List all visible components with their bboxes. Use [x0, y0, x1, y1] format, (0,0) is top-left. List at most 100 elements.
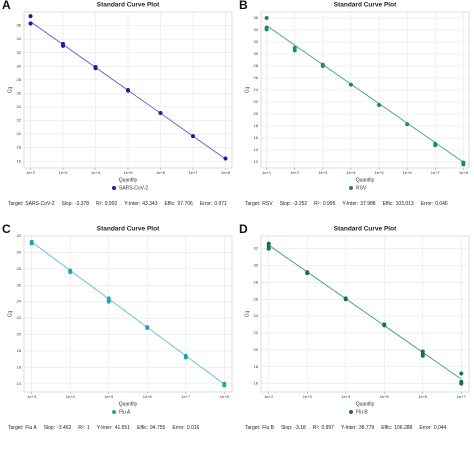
- data-point: [264, 27, 269, 32]
- stat-label: Y-Inter:: [97, 425, 113, 431]
- x-tick-label: 1e+5: [123, 170, 133, 175]
- fit-statistic: Error: 0.046: [421, 201, 448, 207]
- y-tick-label: 30: [17, 249, 22, 254]
- y-tick-label: 16: [17, 364, 22, 369]
- y-tick-label: 18: [254, 364, 259, 369]
- data-point: [158, 111, 163, 116]
- stat-value: 43.343: [142, 201, 158, 207]
- fit-statistic: R²: 1: [78, 425, 90, 431]
- stat-label: Effic:: [137, 425, 148, 431]
- stat-label: Y-Inter:: [342, 201, 358, 207]
- stat-value: -3.18: [294, 425, 306, 431]
- fit-statistic: Slop: -3.18: [281, 425, 306, 431]
- x-tick-label: 1e+3: [58, 170, 68, 175]
- data-point: [266, 246, 271, 251]
- x-tick-label: 1e+6: [403, 170, 413, 175]
- chart-title: Standard Curve Plot: [334, 2, 397, 9]
- chart-title: Standard Curve Plot: [97, 2, 160, 9]
- stat-label: Target:: [245, 425, 260, 431]
- y-tick-label: 18: [17, 145, 22, 150]
- y-tick-label: 24: [17, 104, 22, 109]
- stat-label: Target:: [8, 425, 23, 431]
- y-tick-label: 22: [17, 118, 22, 123]
- y-tick-label: 32: [17, 50, 22, 55]
- data-point: [191, 134, 195, 139]
- y-tick-label: 32: [254, 39, 259, 44]
- x-tick-label: 1e+4: [91, 170, 101, 175]
- data-point: [433, 143, 438, 148]
- y-axis-label: Cq: [244, 311, 250, 318]
- stat-label: R²:: [78, 425, 85, 431]
- fit-statistic: Effic: 94.755: [137, 425, 166, 431]
- y-tick-label: 14: [254, 147, 259, 152]
- data-point: [348, 82, 353, 87]
- y-tick-label: 20: [17, 131, 22, 136]
- y-tick-label: 26: [17, 282, 22, 287]
- stat-label: Target:: [8, 201, 23, 207]
- data-point: [382, 323, 387, 328]
- stat-value: 0.992: [105, 201, 118, 207]
- stat-value: 0.016: [187, 425, 200, 431]
- y-tick-label: 16: [17, 158, 22, 163]
- stat-label: Effic:: [165, 201, 176, 207]
- x-tick-label: 1e+3: [318, 170, 328, 175]
- fit-statistic: Target: RSV: [245, 201, 273, 207]
- stat-value: 0.997: [321, 425, 334, 431]
- data-point: [377, 103, 382, 107]
- x-tick-label: 1e+2: [264, 394, 274, 399]
- stat-value: 1: [87, 425, 90, 431]
- y-tick-label: 34: [254, 27, 259, 32]
- y-tick-label: 22: [17, 315, 22, 320]
- fit-statistic: Target: SARS-CoV-2: [8, 201, 55, 207]
- x-axis-label: Quantity: [356, 177, 375, 183]
- fit-statistic: R²: 0.997: [313, 425, 334, 431]
- data-point: [305, 271, 310, 276]
- y-tick-label: 28: [254, 279, 259, 284]
- legend-marker: [112, 410, 116, 414]
- data-point: [264, 16, 269, 20]
- y-axis-label: Cq: [7, 311, 13, 318]
- y-tick-label: 24: [17, 299, 22, 304]
- y-tick-label: 18: [254, 123, 259, 128]
- stat-label: Error:: [421, 201, 434, 207]
- fit-statistic: Slop: -3.462: [44, 425, 72, 431]
- y-tick-label: 16: [254, 135, 259, 140]
- data-point: [420, 353, 425, 358]
- data-point: [461, 162, 466, 167]
- y-tick-label: 32: [254, 246, 259, 251]
- legend-label: Flu A: [119, 409, 131, 415]
- data-point: [28, 21, 33, 26]
- stat-label: Y-Inter:: [124, 201, 140, 207]
- data-point: [223, 156, 228, 161]
- fit-statistic: Y-Inter: 43.343: [124, 201, 157, 207]
- y-tick-label: 22: [254, 99, 259, 104]
- stat-value: 97.706: [178, 201, 194, 207]
- fit-statistic: Y-Inter: 41.651: [97, 425, 130, 431]
- y-tick-label: 12: [254, 159, 259, 164]
- x-tick-label: 1e+6: [143, 394, 153, 399]
- stat-value: SARS-CoV-2: [25, 201, 54, 207]
- fit-statistic: Y-Inter: 37.988: [342, 201, 375, 207]
- stat-label: Target:: [245, 201, 260, 207]
- plot-area: [260, 235, 470, 393]
- stat-value: Flu B: [262, 425, 274, 431]
- panel-letter: C: [2, 222, 11, 236]
- x-tick-label: 1e+5: [375, 170, 385, 175]
- chart-title: Standard Curve Plot: [334, 226, 397, 233]
- x-tick-label: 1e+8: [459, 170, 469, 175]
- x-tick-label: 1e+1: [262, 170, 272, 175]
- y-tick-label: 30: [254, 263, 259, 268]
- x-tick-label: 1e+6: [156, 170, 166, 175]
- data-point: [292, 48, 297, 53]
- fit-statistic: Effic: 103.013: [383, 201, 414, 207]
- x-tick-label: 1e+3: [303, 394, 313, 399]
- stat-label: Slop:: [281, 425, 292, 431]
- y-tick-label: 24: [254, 87, 259, 92]
- legend-label: RSV: [356, 185, 367, 191]
- x-axis-label: Quantity: [119, 401, 138, 407]
- y-tick-label: 26: [254, 296, 259, 301]
- fit-statistic: Effic: 97.706: [165, 201, 194, 207]
- data-point: [93, 66, 98, 71]
- x-tick-label: 1e+7: [457, 394, 467, 399]
